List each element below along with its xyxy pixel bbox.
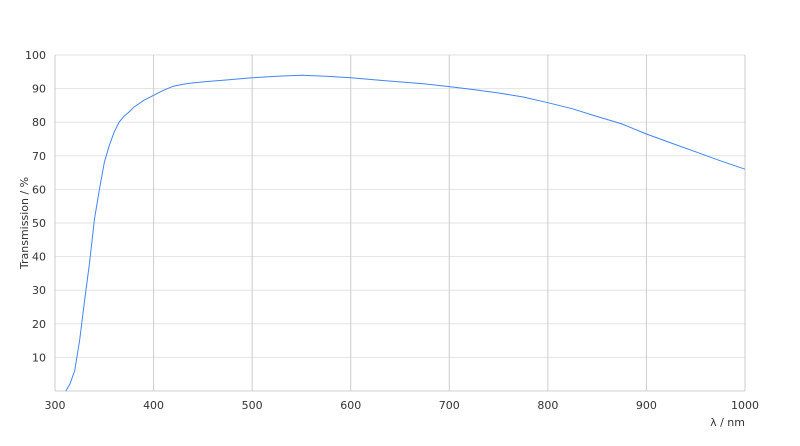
y-tick-label: 100 [25, 49, 46, 62]
x-axis-label: λ / nm [710, 416, 745, 429]
y-tick-label: 90 [32, 83, 46, 96]
x-tick-label: 700 [439, 399, 460, 412]
x-tick-label: 600 [340, 399, 361, 412]
y-tick-label: 70 [32, 150, 46, 163]
y-tick-label: 20 [32, 318, 46, 331]
y-tick-label: 30 [32, 284, 46, 297]
x-tick-label: 300 [45, 399, 66, 412]
series-line [65, 74, 746, 392]
y-tick-label: 80 [32, 116, 46, 129]
x-tick-label: 400 [143, 399, 164, 412]
y-tick-label: 40 [32, 251, 46, 264]
y-tick-label: 50 [32, 217, 46, 230]
x-tick-label: 1000 [731, 399, 759, 412]
y-tick-label: 10 [32, 351, 46, 364]
y-axis-label: Transmission / % [18, 177, 31, 270]
x-tick-label: 900 [636, 399, 657, 412]
y-tick-label: 60 [32, 183, 46, 196]
x-tick-label: 800 [537, 399, 558, 412]
x-tick-label: 500 [242, 399, 263, 412]
